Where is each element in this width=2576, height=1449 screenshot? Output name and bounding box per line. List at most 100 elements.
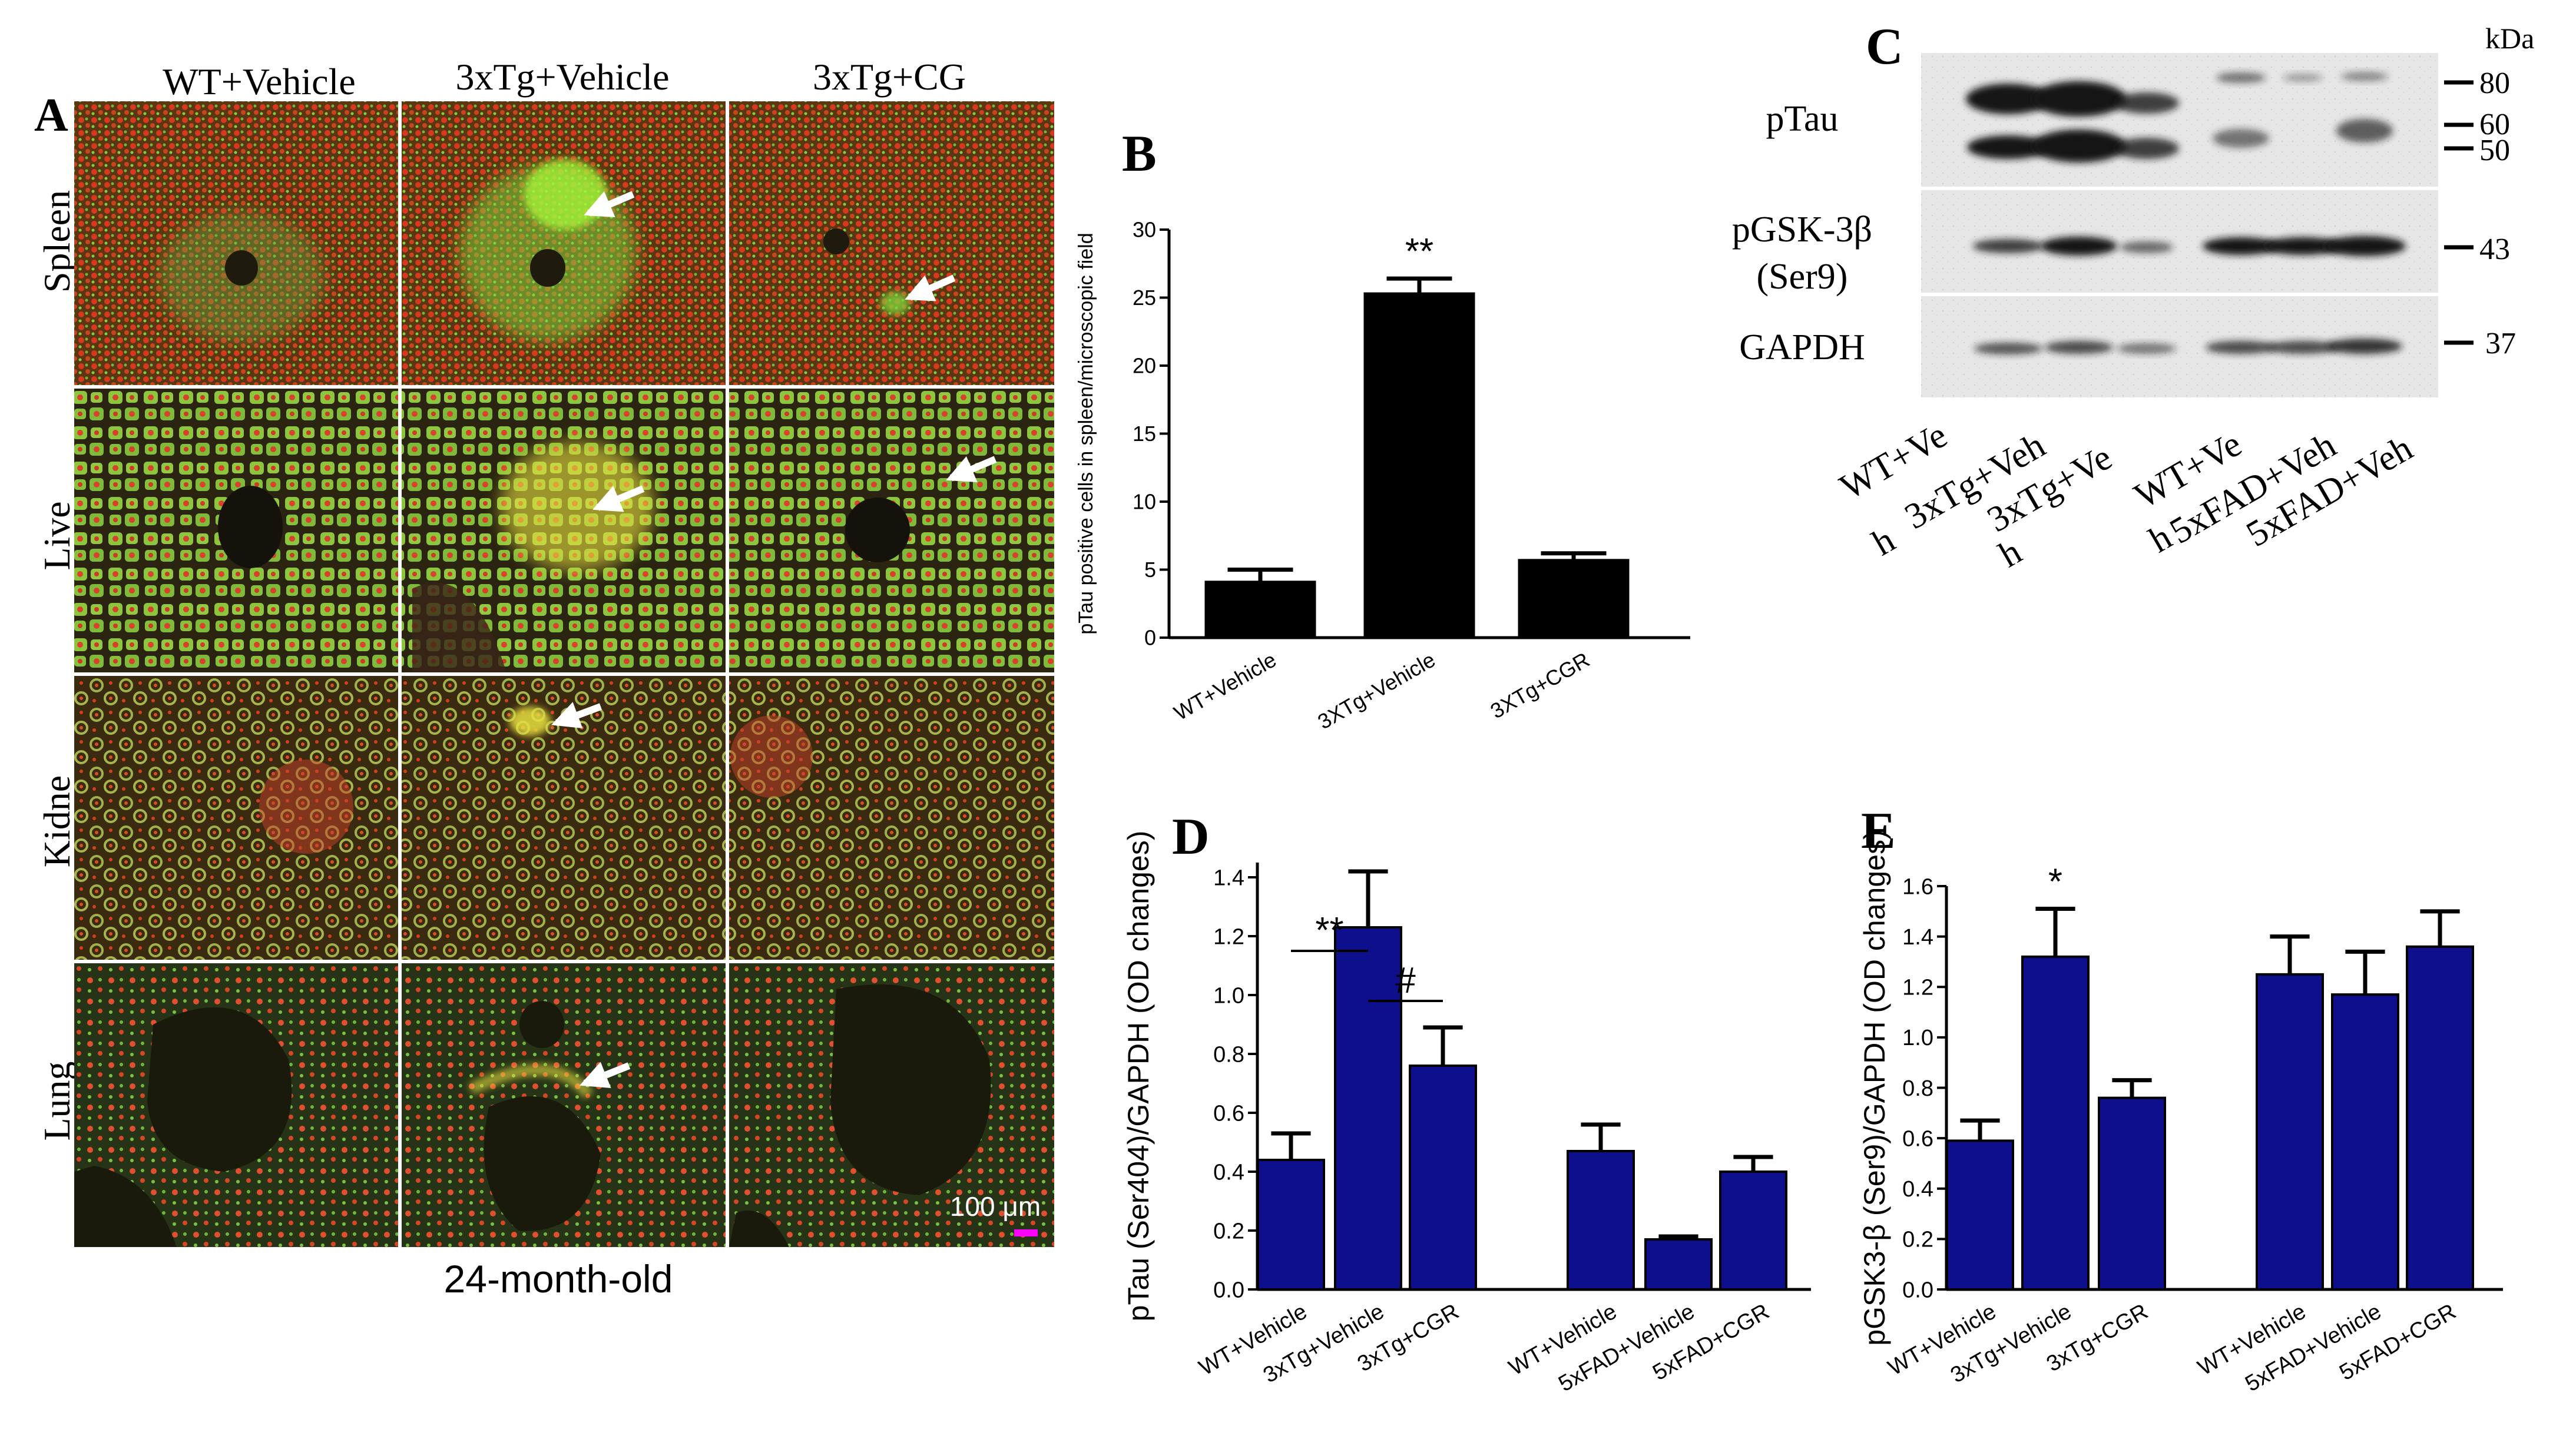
y-axis-label: pTau (Ser404)/GAPDH (OD changes)	[1122, 831, 1155, 1322]
micrograph-lung-3xtg-cg	[729, 963, 1054, 1247]
bar	[1518, 559, 1630, 639]
y-tick-label: 1.0	[1902, 1026, 1933, 1050]
y-tick-label: 0.8	[1902, 1076, 1933, 1101]
row-label-kidney: Kidne	[36, 775, 78, 867]
micrograph-spleen-3xtg-cg	[729, 101, 1054, 385]
micrograph-grid-lines	[74, 101, 1054, 1247]
scale-bar	[1014, 1229, 1038, 1236]
panel-e-label: E	[1861, 803, 1896, 860]
mw-marker-ticks	[2444, 80, 2474, 345]
micrograph-spleen-3xtg	[402, 101, 726, 385]
y-tick-label: 1.2	[1902, 976, 1933, 1000]
y-tick-label: 1.2	[1213, 924, 1244, 949]
row-label-spleen: Spleen	[36, 190, 78, 293]
significance-marker: *	[2048, 862, 2062, 903]
y-tick-label: 0.6	[1902, 1126, 1933, 1151]
col-header-3xtg-cg: 3xTg+CG	[813, 56, 966, 98]
bar	[1363, 292, 1475, 639]
significance-marker: **	[1405, 231, 1433, 272]
y-tick-label: 0.8	[1213, 1042, 1244, 1067]
mw-marker-80: 80	[2479, 67, 2510, 100]
y-tick-label: 0.4	[1213, 1160, 1244, 1185]
y-tick-label: 10	[1133, 490, 1156, 514]
scale-bar-label: 100 μm	[950, 1191, 1041, 1222]
micrograph-liver-wt	[74, 389, 398, 672]
x-tick-label: 3XTg+CGR	[1486, 647, 1594, 723]
bar	[1644, 1238, 1713, 1291]
bar	[2098, 1096, 2166, 1291]
bar	[2406, 945, 2474, 1291]
y-tick-label: 25	[1133, 286, 1156, 310]
panel-a: A WT+Vehicle 3xTg+Vehicle 3xTg+CG Spleen…	[34, 56, 1054, 1301]
y-tick-label: 1.4	[1902, 925, 1933, 950]
micrograph-kidney-wt	[74, 676, 398, 960]
micrograph-spleen-wt	[74, 101, 398, 385]
blot-label-ptau: pTau	[1766, 99, 1838, 139]
y-tick-label: 20	[1133, 354, 1156, 378]
lane-label: h	[1866, 520, 1902, 563]
y-tick-label: 30	[1133, 218, 1156, 242]
arrow-icon	[905, 274, 956, 301]
panel-d-label: D	[1172, 808, 1210, 866]
y-tick-label: 0	[1144, 626, 1156, 650]
bar	[1719, 1171, 1787, 1291]
col-header-3xtg-vehicle: 3xTg+Vehicle	[455, 56, 669, 98]
bar	[2021, 955, 2090, 1291]
bar	[1257, 1159, 1325, 1291]
micrograph-kidney-3xtg	[402, 676, 726, 960]
bar	[2256, 973, 2324, 1291]
micrograph-liver-3xtg	[402, 389, 726, 672]
kda-unit-label: kDa	[2485, 22, 2534, 55]
arrow-icon	[580, 1062, 631, 1089]
bar	[1334, 926, 1402, 1291]
micrograph-liver-3xtg-cg	[729, 389, 1054, 672]
bar	[1946, 1139, 2014, 1291]
micrograph-kidney-3xtg-cg	[729, 676, 1054, 960]
chart-d: 0.0 0.2 0.4 0.6 0.8 1.0 1.2 1.4 pTau (Ser404)/GA…	[1122, 831, 1811, 1397]
chart-e: 0.0 0.2 0.4 0.6 0.8 1.0 1.2 1.4 1.6 pGSK3-β (Ser9…	[1858, 830, 2503, 1397]
col-header-wt-vehicle: WT+Vehicle	[163, 61, 356, 102]
blot-lane-labels: WT+Ve h 3xTg+Veh 3xTg+Ve h WT+Ve h 5xFAD…	[1833, 415, 2419, 575]
significance-marker: **	[1315, 910, 1343, 951]
y-axis-label: pTau positive cells in spleen/microscopi…	[1075, 233, 1097, 634]
y-axis-label: pGSK3-β (Ser9)/GAPDH (OD changes)	[1858, 830, 1891, 1345]
significance-marker: #	[1395, 960, 1416, 1001]
arrow-icon	[946, 456, 997, 483]
panel-c: C kDa pTau pGSK-3β (Ser9) GAPDH	[1732, 18, 2534, 575]
y-tick-label: 0.2	[1902, 1228, 1933, 1252]
bar	[1567, 1150, 1635, 1291]
bar	[1204, 581, 1316, 639]
blot-label-pgsk3b: pGSK-3β	[1732, 210, 1872, 250]
y-tick-label: 0.2	[1213, 1219, 1244, 1244]
y-tick-label: 5	[1144, 558, 1156, 582]
mw-marker-43: 43	[2479, 233, 2510, 266]
micrograph-lung-wt	[74, 963, 398, 1247]
panel-a-footer: 24-month-old	[444, 1257, 673, 1301]
x-tick-label: WT+Vehicle	[1170, 647, 1280, 725]
y-tick-label: 0.0	[1902, 1278, 1933, 1302]
mw-marker-60: 60	[2479, 108, 2510, 141]
pgsk3b-bands	[1973, 236, 2406, 256]
y-tick-label: 15	[1133, 422, 1156, 446]
y-tick-label: 0.4	[1902, 1177, 1933, 1202]
lane-label: h	[1992, 532, 2028, 575]
panel-b-label: B	[1122, 125, 1157, 183]
micrograph-lung-3xtg	[402, 963, 726, 1247]
gapdh-bands	[1974, 339, 2402, 354]
y-tick-label: 0.0	[1213, 1278, 1244, 1302]
arrow-icon	[592, 485, 645, 512]
chart-b: 0 5 10 15 20 25 30 pTau positive cells in splee…	[1075, 218, 1690, 734]
blot-label-ser9: (Ser9)	[1757, 257, 1848, 297]
arrow-icon	[551, 702, 602, 729]
row-label-lung: Lung	[36, 1061, 78, 1140]
y-tick-label: 1.0	[1213, 983, 1244, 1008]
x-tick-label: 3XTg+Vehicle	[1313, 647, 1439, 734]
blot-label-gapdh: GAPDH	[1739, 327, 1865, 367]
panel-c-label: C	[1866, 18, 1903, 75]
row-label-liver: Live	[36, 501, 78, 570]
arrow-icon	[584, 191, 635, 218]
mw-marker-37: 37	[2485, 327, 2516, 360]
y-tick-label: 1.6	[1902, 874, 1933, 899]
panel-a-label: A	[34, 89, 68, 141]
y-tick-label: 1.4	[1213, 866, 1244, 890]
